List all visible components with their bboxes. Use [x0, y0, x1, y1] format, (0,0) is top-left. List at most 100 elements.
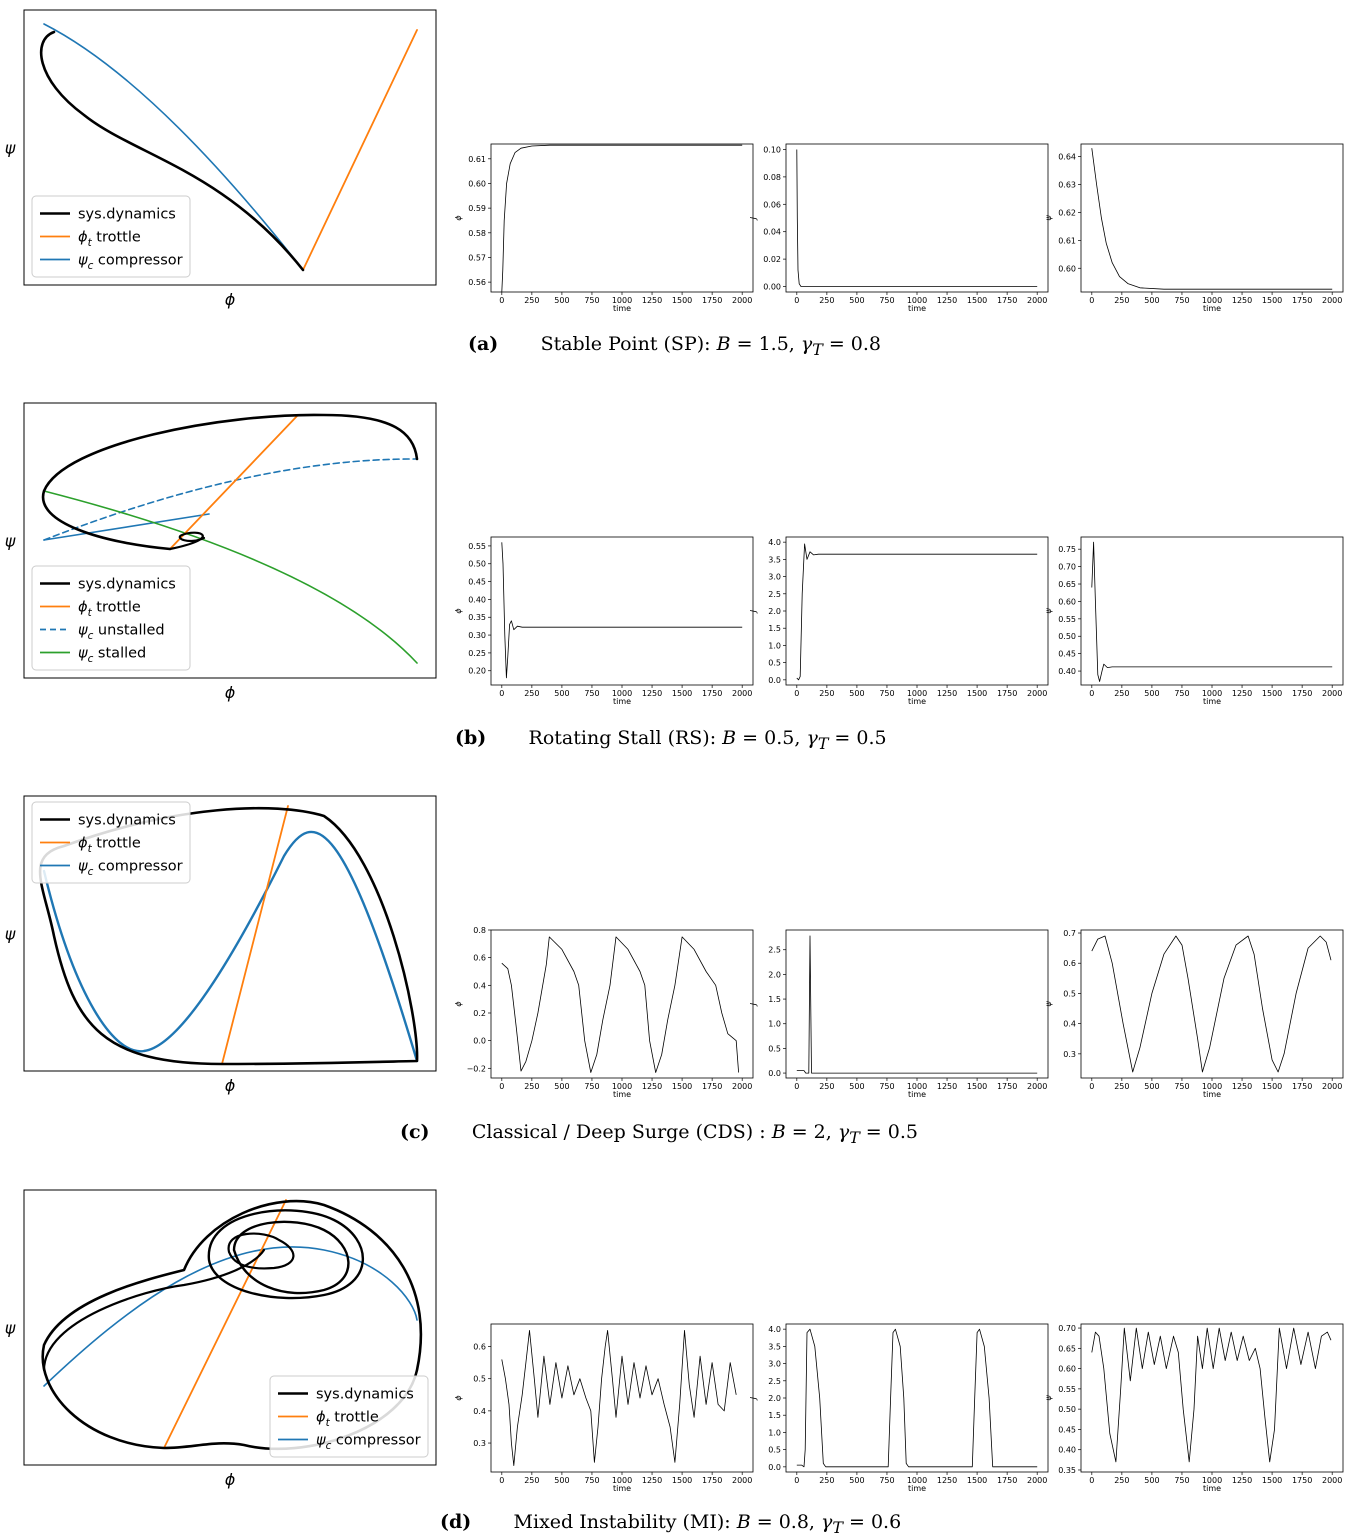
caption-gamma-symbol: γ — [821, 1511, 833, 1533]
series-frame — [1080, 536, 1344, 686]
y-tick-label: 0.5 — [768, 659, 781, 668]
y-tick-label: 0.40 — [468, 595, 486, 604]
x-tick-label: 250 — [524, 1476, 539, 1485]
compressor-unstalled-curve — [43, 458, 418, 541]
x-tick-label: 0 — [499, 296, 504, 305]
phase-xlabel: ϕ — [225, 683, 236, 702]
caption-text: Rotating Stall (RS): — [528, 727, 723, 749]
x-tick-label: 1500 — [967, 1082, 987, 1091]
y-tick-label: 0.64 — [1058, 153, 1076, 162]
phase-xlabel: ϕ — [225, 1076, 236, 1095]
y-axis-label: ϕ — [454, 608, 463, 614]
y-tick-label: 0.60 — [468, 179, 486, 188]
series-line — [796, 543, 1038, 681]
x-tick-label: 0 — [794, 296, 799, 305]
caption-gamma-sub: T — [832, 1517, 843, 1537]
y-tick-label: 0.0 — [768, 1069, 781, 1078]
y-tick-label: 0.70 — [1058, 563, 1076, 572]
x-tick-label: 750 — [1174, 1476, 1189, 1485]
x-tick-label: 1750 — [1292, 689, 1312, 698]
x-tick-label: 1500 — [1262, 1082, 1282, 1091]
caption-gamma-value: 0.6 — [870, 1511, 902, 1533]
caption-b-value: 0.8 — [778, 1511, 809, 1533]
y-tick-label: 3.5 — [768, 1342, 781, 1351]
x-axis-label: time — [613, 1484, 631, 1493]
series-panel-1: 0 250 500 750 1000 1250 1500 1750 2000 time −0.2 0.… — [454, 926, 754, 1099]
x-tick-label: 1250 — [1232, 1082, 1252, 1091]
x-axis-label: time — [613, 304, 631, 313]
row-a: ψ ϕ sys.dynamics ϕt trottle ψc compressor 0 25… — [5, 9, 1344, 313]
y-tick-label: 0.63 — [1058, 180, 1076, 189]
y-axis-label: J — [749, 609, 758, 614]
x-tick-label: 750 — [1174, 1082, 1189, 1091]
x-tick-label: 250 — [524, 689, 539, 698]
caption-gamma-symbol: γ — [837, 1121, 850, 1143]
x-axis-label: time — [1203, 1484, 1221, 1493]
y-tick-label: 0.60 — [1058, 597, 1076, 606]
phase-ylabel: ψ — [5, 139, 16, 158]
x-tick-label: 1000 — [1202, 1476, 1222, 1485]
series-line — [501, 1330, 737, 1466]
y-tick-label: 0.35 — [1058, 1466, 1076, 1475]
x-tick-label: 0 — [499, 1082, 504, 1091]
x-tick-label: 2000 — [1027, 1082, 1047, 1091]
x-tick-label: 500 — [554, 1082, 569, 1091]
x-tick-label: 0 — [794, 1476, 799, 1485]
y-tick-label: 4.0 — [768, 538, 781, 547]
phase-portrait: ψ ϕ sys.dynamics ϕt trottle ψc unstalled ψc s… — [5, 402, 437, 702]
y-tick-label: 2.0 — [768, 607, 781, 616]
series-frame — [490, 929, 754, 1079]
x-tick-label: 1750 — [997, 689, 1017, 698]
y-tick-label: 0.4 — [1063, 1020, 1076, 1029]
x-tick-label: 1250 — [937, 1476, 957, 1485]
y-tick-label: 0.55 — [1058, 1385, 1076, 1394]
y-tick-label: 1.5 — [768, 624, 781, 633]
caption-b-symbol: B — [771, 1121, 786, 1143]
x-tick-label: 1000 — [612, 296, 632, 305]
x-tick-label: 1000 — [1202, 689, 1222, 698]
series-panel-1: 0 250 500 750 1000 1250 1500 1750 2000 time 0.56 0.… — [454, 143, 754, 313]
x-tick-label: 1500 — [967, 689, 987, 698]
x-tick-label: 0 — [794, 1082, 799, 1091]
x-tick-label: 250 — [819, 1476, 834, 1485]
legend-entry: ψc compressor — [78, 859, 183, 878]
sys-dynamics-curve — [40, 30, 305, 272]
x-tick-label: 1250 — [937, 689, 957, 698]
y-tick-label: 0.0 — [768, 1463, 781, 1472]
y-tick-label: 0.8 — [473, 926, 486, 935]
x-tick-label: 1250 — [642, 296, 662, 305]
series-panel-3: 0 250 500 750 1000 1250 1500 1750 2000 time 0.35 0.… — [1044, 1323, 1344, 1493]
legend-entry: ψc unstalled — [78, 623, 165, 642]
y-tick-label: 1.0 — [768, 1020, 781, 1029]
y-tick-label: 0.6 — [1063, 959, 1076, 968]
x-tick-label: 750 — [879, 689, 894, 698]
sys-dynamics-loop-2 — [207, 1209, 364, 1300]
legend-entry: ψc compressor — [78, 253, 183, 272]
legend: sys.dynamics ϕt trottle ψc compressor — [269, 1375, 429, 1458]
x-tick-label: 1500 — [1262, 296, 1282, 305]
x-tick-label: 1500 — [967, 296, 987, 305]
y-tick-label: 0.58 — [468, 229, 486, 238]
x-tick-label: 1750 — [702, 296, 722, 305]
x-axis-label: time — [1203, 1090, 1221, 1099]
series-panel-2: 0 250 500 750 1000 1250 1500 1750 2000 time 0.0 0.5… — [749, 536, 1049, 706]
y-tick-label: 0.35 — [468, 613, 486, 622]
throttle-line — [221, 805, 289, 1065]
x-tick-label: 2000 — [1322, 1082, 1342, 1091]
series-panel-3: 0 250 500 750 1000 1250 1500 1750 2000 time 0.3 0.4… — [1044, 929, 1344, 1099]
x-tick-label: 0 — [499, 1476, 504, 1485]
x-tick-label: 0 — [1089, 1082, 1094, 1091]
phase-xlabel: ϕ — [225, 1470, 236, 1489]
x-tick-label: 2000 — [1322, 296, 1342, 305]
legend-box — [269, 1375, 429, 1458]
x-tick-label: 2000 — [732, 689, 752, 698]
y-tick-label: 0.20 — [468, 667, 486, 676]
series-line — [796, 935, 1038, 1074]
x-tick-label: 1000 — [1202, 1082, 1222, 1091]
legend-entry: ϕt trottle — [78, 600, 141, 619]
series-line — [1091, 541, 1333, 682]
phase-xlabel: ϕ — [225, 290, 236, 309]
x-tick-label: 1250 — [1232, 689, 1252, 698]
x-tick-label: 1500 — [967, 1476, 987, 1485]
x-tick-label: 250 — [524, 1082, 539, 1091]
